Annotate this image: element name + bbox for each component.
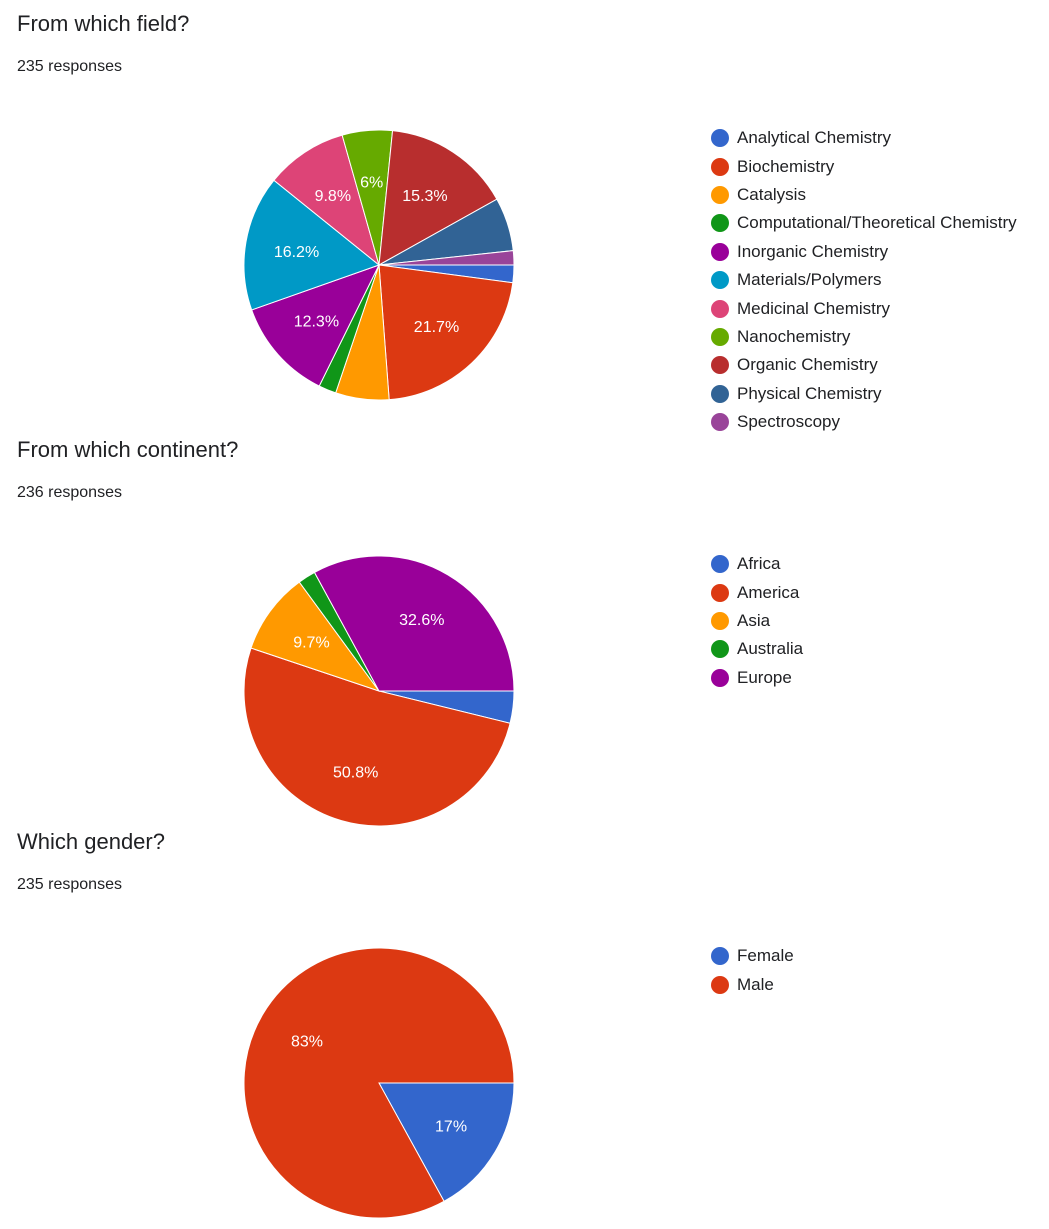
legend-item-inorganic-chemistry[interactable]: Inorganic Chemistry xyxy=(711,238,1017,266)
legend-swatch xyxy=(711,413,729,432)
slice-label-materials-polymers: 16.2% xyxy=(274,244,319,261)
pie-slice-organic-chemistry[interactable] xyxy=(378,130,498,266)
legend-swatch xyxy=(711,611,729,630)
legend-item-biochemistry[interactable]: Biochemistry xyxy=(711,152,1017,180)
question-section-gender: Which gender? 235 responses 17% 83% Femal… xyxy=(0,818,1049,1229)
legend-label: Female xyxy=(737,946,794,966)
legend-label: America xyxy=(737,582,800,602)
legend-item-male[interactable]: Male xyxy=(711,970,794,998)
pie-slice-medicinal-chemistry[interactable] xyxy=(273,134,380,267)
legend-label: Spectroscopy xyxy=(737,412,840,432)
pie-slice-inorganic-chemistry[interactable] xyxy=(251,264,380,387)
slice-label-male: 83% xyxy=(291,1033,323,1050)
legend-swatch xyxy=(711,555,729,574)
legend-swatch xyxy=(711,299,729,318)
legend-label: Medicinal Chemistry xyxy=(737,298,891,318)
legend-swatch xyxy=(711,327,729,346)
legend-swatch xyxy=(711,185,729,204)
pie-slice-america[interactable] xyxy=(243,647,511,827)
legend-label: Physical Chemistry xyxy=(737,383,882,403)
pie-slice-biochemistry[interactable] xyxy=(378,264,514,401)
legend-swatch xyxy=(711,384,729,403)
legend-continent: Africa America Asia Australia Europe xyxy=(711,550,803,692)
question-section-continent: From which continent? 236 responses 50.8… xyxy=(0,426,1049,827)
legend-swatch xyxy=(711,583,729,602)
pie-chart-field: 21.7% 12.3% 16.2% 9.8% 6% 15.3% xyxy=(243,129,515,401)
slice-label-america: 50.8% xyxy=(333,764,378,781)
legend-swatch xyxy=(711,242,729,261)
legend-item-female[interactable]: Female xyxy=(711,942,794,970)
slice-label-biochemistry: 21.7% xyxy=(414,319,459,336)
legend-label: Catalysis xyxy=(737,184,806,204)
response-count: 235 responses xyxy=(17,58,122,75)
question-title: From which continent? xyxy=(17,437,239,462)
legend-swatch xyxy=(711,975,729,994)
legend-item-analytical-chemistry[interactable]: Analytical Chemistry xyxy=(711,124,1017,152)
legend-field: Analytical Chemistry Biochemistry Catalysi… xyxy=(711,124,1017,436)
legend-item-australia[interactable]: Australia xyxy=(711,635,803,663)
response-count: 236 responses xyxy=(17,484,122,501)
slice-label-asia: 9.7% xyxy=(293,635,329,652)
legend-item-organic-chemistry[interactable]: Organic Chemistry xyxy=(711,351,1017,379)
slice-label-female: 17% xyxy=(435,1119,467,1136)
legend-swatch xyxy=(711,640,729,659)
pie-slice-male[interactable] xyxy=(243,947,515,1219)
legend-label: Materials/Polymers xyxy=(737,270,882,290)
legend-label: Inorganic Chemistry xyxy=(737,241,889,261)
legend-swatch xyxy=(711,668,729,687)
legend-swatch xyxy=(711,129,729,148)
pie-slice-materials-polymers[interactable] xyxy=(243,179,381,311)
legend-label: Computational/Theoretical Chemistry xyxy=(737,213,1017,233)
legend-swatch xyxy=(711,157,729,176)
legend-label: Male xyxy=(737,974,774,994)
pie-slice-female[interactable] xyxy=(378,1082,515,1202)
legend-label: Analytical Chemistry xyxy=(737,128,891,148)
slice-label-nanochemistry: 6% xyxy=(360,175,383,192)
legend-item-medicinal-chemistry[interactable]: Medicinal Chemistry xyxy=(711,294,1017,322)
legend-item-africa[interactable]: Africa xyxy=(711,550,803,578)
pie-slice-spectroscopy[interactable] xyxy=(378,250,515,266)
pie-chart-continent: 50.8% 9.7% 32.6% xyxy=(243,555,515,827)
legend-label: Australia xyxy=(737,639,804,659)
legend-swatch xyxy=(711,214,729,233)
legend-gender: Female Male xyxy=(711,942,794,999)
legend-item-nanochemistry[interactable]: Nanochemistry xyxy=(711,323,1017,351)
question-section-field: From which field? 235 responses 21.7% 12.… xyxy=(0,0,1049,432)
response-count: 235 responses xyxy=(17,876,122,893)
legend-item-physical-chemistry[interactable]: Physical Chemistry xyxy=(711,380,1017,408)
legend-item-catalysis[interactable]: Catalysis xyxy=(711,181,1017,209)
slice-label-medicinal-chemistry: 9.8% xyxy=(315,188,351,205)
pie-slice-europe[interactable] xyxy=(313,555,515,692)
legend-item-europe[interactable]: Europe xyxy=(711,664,803,692)
pie-slice-asia[interactable] xyxy=(250,581,381,692)
question-title: Which gender? xyxy=(17,829,165,854)
legend-label: Organic Chemistry xyxy=(737,355,878,375)
slice-label-inorganic-chemistry: 12.3% xyxy=(294,314,339,331)
legend-item-computational-theoretical-chemistry[interactable]: Computational/Theoretical Chemistry xyxy=(711,209,1017,237)
legend-label: Africa xyxy=(737,554,781,574)
legend-swatch xyxy=(711,356,729,375)
question-title: From which field? xyxy=(17,11,190,36)
legend-swatch xyxy=(711,271,729,290)
legend-item-spectroscopy[interactable]: Spectroscopy xyxy=(711,408,1017,436)
pie-chart-gender: 17% 83% xyxy=(243,947,515,1219)
legend-swatch xyxy=(711,947,729,966)
legend-item-america[interactable]: America xyxy=(711,578,803,606)
slice-label-organic-chemistry: 15.3% xyxy=(402,188,447,205)
slice-label-europe: 32.6% xyxy=(399,612,444,629)
legend-label: Europe xyxy=(737,667,792,687)
legend-label: Asia xyxy=(737,610,771,630)
legend-item-materials-polymers[interactable]: Materials/Polymers xyxy=(711,266,1017,294)
legend-item-asia[interactable]: Asia xyxy=(711,607,803,635)
legend-label: Biochemistry xyxy=(737,156,835,176)
legend-label: Nanochemistry xyxy=(737,326,851,346)
